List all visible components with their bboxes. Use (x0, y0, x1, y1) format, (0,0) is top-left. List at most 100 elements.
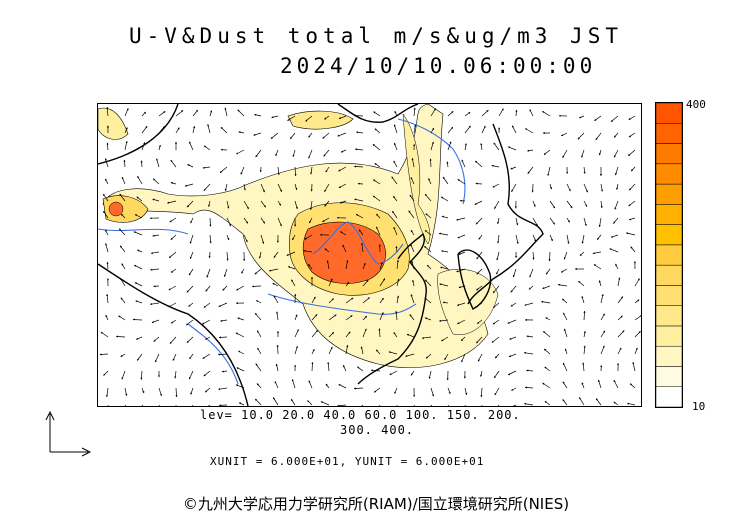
wind-arrow (224, 183, 228, 192)
wind-arrow (405, 353, 415, 357)
wind-arrow (564, 348, 568, 355)
wind-arrow (358, 229, 364, 236)
wind-arrow (338, 115, 347, 120)
wind-arrow (464, 143, 467, 151)
wind-arrow (152, 234, 160, 237)
wind-arrow (413, 124, 417, 134)
wind-arrow (396, 259, 399, 270)
wind-arrow (273, 295, 279, 304)
wind-arrow (276, 311, 279, 321)
wind-arrow (583, 200, 588, 207)
colorbar-min-label: 10 (692, 400, 706, 413)
wind-arrow (577, 132, 585, 140)
wind-arrow (497, 234, 500, 244)
wind-arrow (277, 166, 280, 176)
wind-arrow (527, 149, 534, 152)
colorbar-band (655, 264, 683, 286)
wind-arrow (254, 113, 262, 117)
wind-arrow (393, 226, 398, 236)
wind-arrow (492, 285, 500, 294)
wind-arrow (311, 348, 315, 355)
wind-arrow (202, 353, 211, 359)
wind-arrow (477, 353, 483, 362)
wind-arrow (581, 295, 585, 304)
wind-arrow (410, 243, 415, 253)
wind-arrow (613, 149, 619, 158)
wind-arrow (410, 370, 415, 376)
wind-arrow (393, 332, 398, 338)
wind-arrow (460, 336, 466, 342)
wind-arrow (600, 183, 604, 192)
wind-arrow (395, 310, 398, 321)
wind-arrow (241, 268, 245, 274)
wind-arrow (135, 336, 143, 340)
vector-axes-icon (45, 410, 92, 457)
wind-arrow (480, 387, 483, 398)
wind-arrow (592, 251, 602, 255)
wind-arrow (124, 108, 129, 117)
wind-arrow (529, 109, 534, 117)
colorbar-band (655, 285, 683, 306)
wind-arrow (120, 277, 126, 287)
wind-arrow (393, 196, 398, 202)
wind-arrow (412, 279, 415, 287)
wind-arrow (170, 181, 177, 185)
wind-arrow (600, 313, 605, 321)
wind-arrow (294, 314, 298, 321)
wind-arrow (325, 166, 330, 173)
wind-arrow (566, 183, 571, 192)
wind-arrow (507, 370, 517, 376)
wind-arrow (523, 351, 534, 355)
wind-arrow (409, 314, 415, 321)
wind-arrow (526, 369, 534, 372)
wind-arrow (106, 106, 109, 117)
wind-arrow (583, 183, 588, 193)
wind-arrow (424, 279, 432, 287)
wind-arrow (311, 296, 316, 304)
wind-arrow (355, 213, 364, 219)
wind-arrow (430, 108, 436, 117)
wind-arrow (600, 345, 605, 355)
wind-arrow (615, 263, 619, 270)
wind-arrow (512, 404, 517, 406)
wind-arrow (325, 383, 330, 389)
wind-arrow (345, 344, 349, 355)
wind-arrow (357, 366, 364, 372)
wind-arrow (634, 299, 640, 304)
colorbar-band (655, 123, 683, 144)
wind-arrow (290, 398, 296, 406)
colorbar-band (655, 305, 683, 327)
wind-arrow (421, 336, 432, 340)
wind-arrow (292, 234, 296, 241)
wind-arrow (617, 315, 623, 321)
wind-arrow (440, 266, 449, 270)
wind-arrow (188, 302, 194, 307)
wind-arrow (625, 232, 636, 236)
wind-arrow (121, 263, 126, 270)
wind-arrow (141, 111, 146, 117)
wind-arrow (609, 248, 619, 253)
wind-arrow (345, 315, 353, 321)
wind-arrow (260, 200, 266, 208)
wind-arrow (188, 268, 194, 276)
wind-arrow (373, 179, 381, 185)
wind-arrow (529, 268, 534, 278)
wind-arrow (430, 127, 435, 134)
map-canvas (98, 104, 641, 406)
wind-arrow (272, 397, 279, 406)
wind-arrow (119, 193, 126, 202)
wind-arrow (464, 111, 471, 117)
wind-arrow (456, 302, 466, 306)
wind-arrow (107, 404, 109, 406)
wind-arrow (104, 178, 109, 185)
wind-arrow (528, 285, 534, 290)
dust-contours (98, 104, 499, 369)
wind-arrow (345, 297, 354, 304)
wind-arrow (235, 384, 245, 389)
wind-arrow (480, 370, 483, 377)
wind-arrow (425, 353, 432, 359)
wind-arrow (337, 404, 347, 406)
wind-arrow (547, 166, 551, 176)
wind-arrow (583, 217, 587, 227)
wind-arrow (507, 319, 517, 324)
